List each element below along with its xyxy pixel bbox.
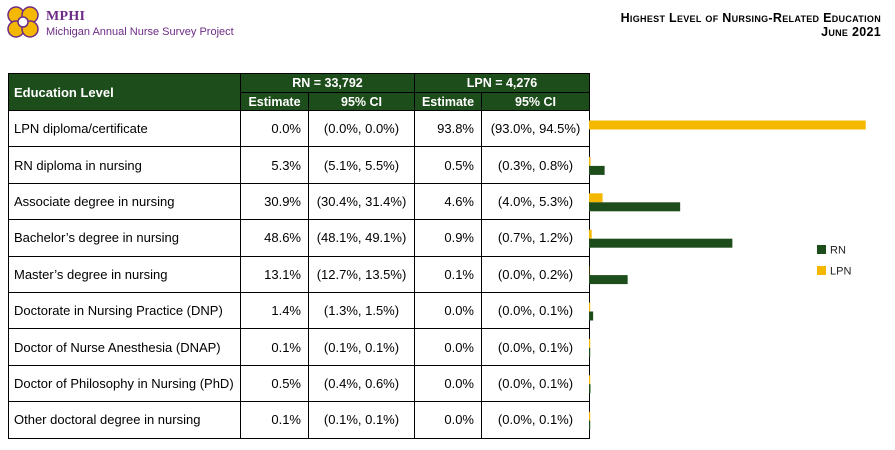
- page-title-line1: Highest Level of Nursing-Related Educati…: [620, 11, 881, 25]
- lpn-estimate: 93.8%: [414, 109, 482, 148]
- row-label: Doctor of Philosophy in Nursing (PhD): [8, 364, 241, 403]
- legend-label-rn: RN: [830, 245, 846, 257]
- col-header-rn-ci: 95% CI: [308, 92, 415, 111]
- bar-lpn: [589, 120, 866, 130]
- chart-legend: RN LPN: [817, 245, 851, 278]
- bar-lpn: [589, 338, 591, 348]
- lpn-ci: (0.0%, 0.1%): [481, 328, 590, 366]
- logo-project-name: Michigan Annual Nurse Survey Project: [46, 26, 234, 38]
- rn-estimate: 0.5%: [240, 364, 309, 403]
- lpn-ci: (93.0%, 94.5%): [481, 109, 590, 148]
- mphi-logo: MPHI Michigan Annual Nurse Survey Projec…: [6, 5, 236, 41]
- lpn-ci: (0.7%, 1.2%): [481, 219, 590, 257]
- education-bar-chart: RN LPN: [589, 120, 866, 430]
- rn-estimate: 0.1%: [240, 401, 309, 439]
- lpn-ci: (0.0%, 0.2%): [481, 255, 590, 293]
- rn-ci: (12.7%, 13.5%): [308, 255, 415, 293]
- row-label: RN diploma in nursing: [8, 146, 241, 184]
- lpn-ci: (0.0%, 0.1%): [481, 291, 590, 330]
- bar-rn: [589, 384, 591, 394]
- lpn-estimate: 0.5%: [414, 146, 482, 184]
- bar-lpn: [589, 375, 591, 385]
- rn-estimate: 13.1%: [240, 255, 309, 293]
- lpn-estimate: 0.0%: [414, 328, 482, 366]
- legend-swatch-rn: [817, 245, 826, 254]
- row-label: Bachelor’s degree in nursing: [8, 219, 241, 257]
- rn-ci: (48.1%, 49.1%): [308, 219, 415, 257]
- bar-rn: [589, 238, 733, 248]
- mphi-logo-icon: [7, 6, 39, 38]
- lpn-estimate: 0.1%: [414, 255, 482, 293]
- bar-rn: [589, 275, 628, 285]
- table-row: Master’s degree in nursing 13.1% (12.7%,…: [8, 255, 590, 293]
- page-title-line2: June 2021: [821, 25, 881, 39]
- rn-estimate: 0.1%: [240, 328, 309, 366]
- table-row: Other doctoral degree in nursing 0.1% (0…: [8, 401, 590, 439]
- table-row: Doctor of Nurse Anesthesia (DNAP) 0.1% (…: [8, 328, 590, 366]
- lpn-estimate: 4.6%: [414, 182, 482, 221]
- col-header-rn: RN = 33,792: [240, 73, 415, 93]
- rn-estimate: 0.0%: [240, 109, 309, 148]
- rn-ci: (30.4%, 31.4%): [308, 182, 415, 221]
- bar-rn: [589, 420, 591, 430]
- bar-lpn: [589, 229, 592, 239]
- lpn-ci: (0.0%, 0.1%): [481, 364, 590, 403]
- table-row: LPN diploma/certificate 0.0% (0.0%, 0.0%…: [8, 109, 590, 148]
- col-header-education-level: Education Level: [8, 73, 241, 111]
- bar-rn: [589, 165, 605, 175]
- row-label: Associate degree in nursing: [8, 182, 241, 221]
- rn-ci: (0.1%, 0.1%): [308, 328, 415, 366]
- row-label: Doctorate in Nursing Practice (DNP): [8, 291, 241, 330]
- lpn-ci: (0.0%, 0.1%): [481, 401, 590, 439]
- rn-ci: (0.1%, 0.1%): [308, 401, 415, 439]
- rn-estimate: 48.6%: [240, 219, 309, 257]
- lpn-ci: (4.0%, 5.3%): [481, 182, 590, 221]
- rn-ci: (1.3%, 1.5%): [308, 291, 415, 330]
- lpn-estimate: 0.0%: [414, 364, 482, 403]
- table-row: Doctor of Philosophy in Nursing (PhD) 0.…: [8, 364, 590, 403]
- lpn-estimate: 0.0%: [414, 291, 482, 330]
- row-label: Doctor of Nurse Anesthesia (DNAP): [8, 328, 241, 366]
- table-row: Associate degree in nursing 30.9% (30.4%…: [8, 182, 590, 221]
- rn-ci: (0.4%, 0.6%): [308, 364, 415, 403]
- col-header-lpn-ci: 95% CI: [481, 92, 590, 111]
- rn-estimate: 1.4%: [240, 291, 309, 330]
- lpn-estimate: 0.0%: [414, 401, 482, 439]
- rn-ci: (0.0%, 0.0%): [308, 109, 415, 148]
- bar-rn: [589, 202, 681, 212]
- row-label: LPN diploma/certificate: [8, 109, 241, 148]
- legend-label-lpn: LPN: [830, 266, 851, 278]
- col-header-lpn: LPN = 4,276: [414, 73, 590, 93]
- legend-swatch-lpn: [817, 266, 826, 275]
- bar-lpn: [589, 193, 603, 203]
- col-header-rn-estimate: Estimate: [240, 92, 309, 111]
- table-row: Doctorate in Nursing Practice (DNP) 1.4%…: [8, 291, 590, 330]
- page-title: Highest Level of Nursing-Related Educati…: [621, 11, 881, 39]
- rn-estimate: 5.3%: [240, 146, 309, 184]
- logo-org-name: MPHI: [46, 9, 86, 24]
- rn-estimate: 30.9%: [240, 182, 309, 221]
- table-row: Bachelor’s degree in nursing 48.6% (48.1…: [8, 219, 590, 257]
- bar-lpn: [589, 302, 591, 312]
- lpn-estimate: 0.9%: [414, 219, 482, 257]
- lpn-ci: (0.3%, 0.8%): [481, 146, 590, 184]
- col-header-lpn-estimate: Estimate: [414, 92, 482, 111]
- table-row: RN diploma in nursing 5.3% (5.1%, 5.5%) …: [8, 146, 590, 184]
- bar-lpn: [589, 156, 591, 166]
- row-label: Other doctoral degree in nursing: [8, 401, 241, 439]
- bar-rn: [589, 311, 594, 321]
- row-label: Master’s degree in nursing: [8, 255, 241, 293]
- rn-ci: (5.1%, 5.5%): [308, 146, 415, 184]
- bar-lpn: [589, 411, 591, 421]
- bar-rn: [589, 347, 591, 357]
- education-table: Education Level RN = 33,792 LPN = 4,276 …: [8, 73, 590, 439]
